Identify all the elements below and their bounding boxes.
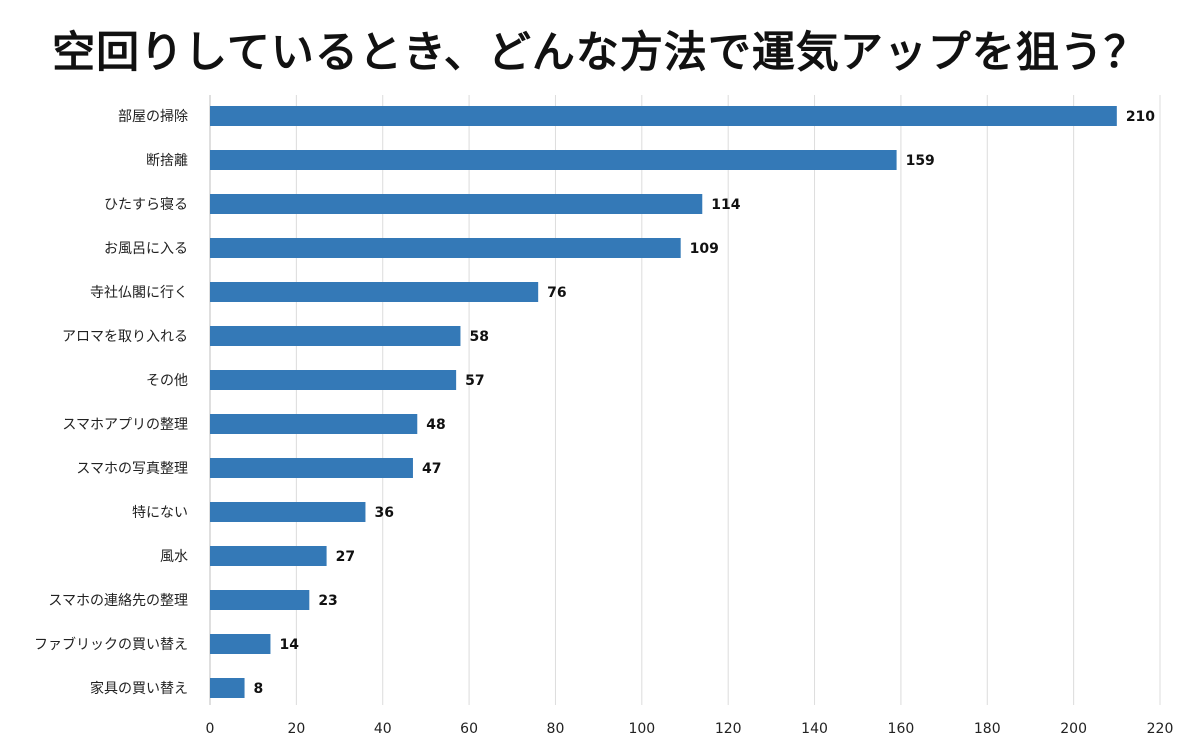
- x-tick-label: 0: [206, 721, 215, 737]
- data-label: 57: [465, 373, 484, 389]
- category-label: 特にない: [132, 505, 188, 521]
- value-labels: 210 159 114 109 76 58 57 48 47 36 27 23 14 8: [254, 109, 1156, 697]
- category-label: スマホの写真整理: [76, 461, 188, 477]
- x-tick-label: 80: [547, 721, 565, 737]
- x-tick-label: 180: [974, 721, 1001, 737]
- bar: [210, 458, 413, 478]
- data-label: 48: [426, 417, 445, 433]
- category-label: スマホアプリの整理: [62, 417, 188, 433]
- data-label: 210: [1126, 109, 1155, 125]
- bar: [210, 238, 681, 258]
- category-label: ひたすら寝る: [104, 196, 188, 213]
- bar: [210, 590, 310, 610]
- category-label: アロマを取り入れる: [62, 329, 188, 345]
- x-tick-label: 200: [1060, 721, 1087, 737]
- data-label: 23: [318, 593, 337, 609]
- bar: [210, 370, 457, 390]
- data-label: 114: [711, 197, 740, 213]
- data-label: 76: [547, 285, 566, 301]
- bar: [210, 502, 366, 522]
- x-tick-labels: 0 20 40 60 80 100 120 140 160 180 200 220: [206, 721, 1174, 737]
- data-label: 109: [690, 241, 719, 257]
- x-tick-label: 140: [801, 721, 828, 737]
- data-label: 36: [374, 505, 393, 521]
- data-label: 159: [906, 153, 935, 169]
- category-label: 家具の買い替え: [90, 680, 188, 697]
- data-label: 8: [254, 681, 264, 697]
- x-tick-label: 160: [888, 721, 915, 737]
- data-label: 58: [469, 329, 488, 345]
- data-label: 47: [422, 461, 441, 477]
- bar: [210, 634, 271, 654]
- category-label: 断捨離: [146, 152, 188, 169]
- bar: [210, 194, 703, 214]
- category-label: ファブリックの買い替え: [34, 636, 188, 653]
- bar: [210, 282, 539, 302]
- category-labels: 部屋の掃除断捨離ひたすら寝るお風呂に入る寺社仏閣に行くアロマを取り入れるその他ス…: [34, 108, 188, 697]
- x-tick-label: 100: [628, 721, 655, 737]
- x-tick-label: 20: [287, 721, 305, 737]
- gridlines: [295, 95, 1161, 705]
- category-label: 風水: [160, 549, 188, 565]
- bar: [210, 414, 418, 434]
- x-tick-label: 120: [715, 721, 742, 737]
- bar: [210, 326, 461, 346]
- x-tick-label: 220: [1147, 721, 1174, 737]
- data-label: 14: [279, 637, 299, 653]
- x-tick-label: 40: [374, 721, 392, 737]
- chart-title: 空回りしているとき、どんな方法で運気アップを狙う？: [52, 28, 1148, 78]
- bars: [210, 106, 1117, 698]
- category-label: お風呂に入る: [104, 241, 188, 257]
- category-label: スマホの連絡先の整理: [48, 593, 188, 609]
- category-label: 寺社仏閣に行く: [90, 285, 188, 301]
- data-label: 27: [336, 549, 355, 565]
- x-tick-label: 60: [460, 721, 478, 737]
- bar: [210, 150, 897, 170]
- bar: [210, 546, 327, 566]
- bar: [210, 106, 1117, 126]
- bar: [210, 678, 245, 698]
- category-label: 部屋の掃除: [118, 108, 188, 125]
- category-label: その他: [146, 373, 188, 389]
